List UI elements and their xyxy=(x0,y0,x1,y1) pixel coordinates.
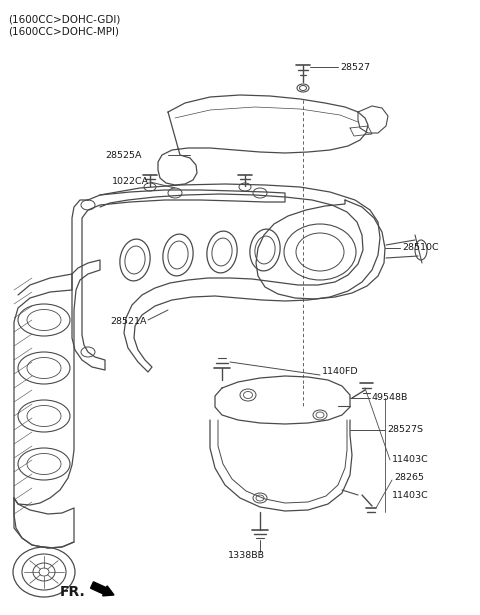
Text: 28510C: 28510C xyxy=(402,244,439,253)
Text: 1140FD: 1140FD xyxy=(322,368,359,376)
Text: (1600CC>DOHC-GDI): (1600CC>DOHC-GDI) xyxy=(8,14,120,24)
Text: 11403C: 11403C xyxy=(392,456,429,464)
Text: 49548B: 49548B xyxy=(372,394,408,402)
FancyArrow shape xyxy=(91,582,114,596)
Text: 11403C: 11403C xyxy=(392,491,429,499)
Text: 1338BB: 1338BB xyxy=(228,552,265,560)
Text: 28521A: 28521A xyxy=(110,317,146,327)
Text: 28527S: 28527S xyxy=(387,426,423,435)
Text: 28527: 28527 xyxy=(340,63,370,71)
Text: 28265: 28265 xyxy=(394,474,424,483)
Text: 1022CA: 1022CA xyxy=(112,178,149,186)
Text: FR.: FR. xyxy=(60,585,86,599)
Text: (1600CC>DOHC-MPI): (1600CC>DOHC-MPI) xyxy=(8,26,119,36)
Text: 28525A: 28525A xyxy=(105,151,142,159)
